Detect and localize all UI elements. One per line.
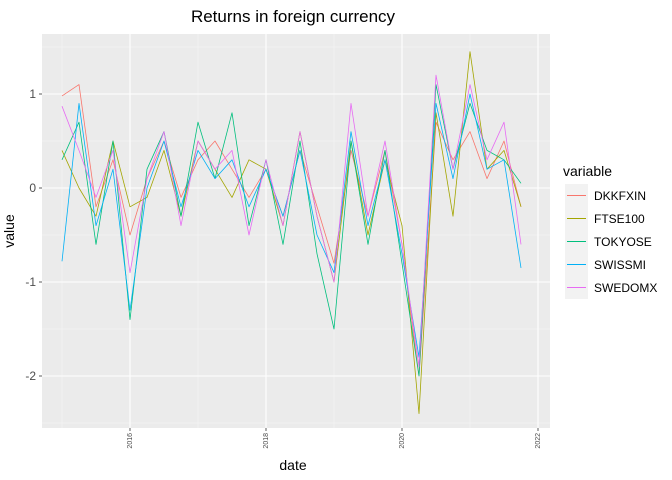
y-tick-label: 1: [29, 87, 36, 101]
x-tick-label: 2016: [127, 433, 134, 449]
legend: variable DKKFXIN FTSE100 TOKYOSE SWISSMI SWE…: [563, 163, 657, 299]
legend-label: FTSE100: [594, 212, 645, 226]
x-tick-label: 2018: [263, 433, 270, 449]
legend-label: SWISSMI: [594, 258, 646, 272]
chart-title: Returns in foreign currency: [191, 7, 396, 26]
series-lines: [61, 51, 522, 415]
legend-label: SWEDOMX: [594, 281, 657, 295]
legend-title: variable: [563, 163, 612, 179]
plot-panel: [42, 34, 550, 428]
y-axis-title: value: [1, 214, 17, 248]
y-tick-label: 0: [29, 181, 36, 195]
y-tick-label: -1: [25, 275, 36, 289]
x-axis-title: date: [279, 457, 306, 473]
x-tick-label: 2022: [535, 433, 542, 449]
series-line-swissmi: [61, 93, 522, 358]
x-tick-label: 2020: [399, 433, 406, 449]
legend-label: TOKYOSE: [594, 235, 652, 249]
legend-label: DKKFXIN: [594, 189, 646, 203]
series-line-swedomx: [61, 74, 522, 368]
series-line-tokyose: [61, 84, 522, 377]
axis-ticks: 2016 2018 2020 2022 1 0 -1 -2: [25, 87, 542, 449]
y-tick-label: -2: [25, 369, 36, 383]
minor-gridlines: [42, 34, 550, 428]
